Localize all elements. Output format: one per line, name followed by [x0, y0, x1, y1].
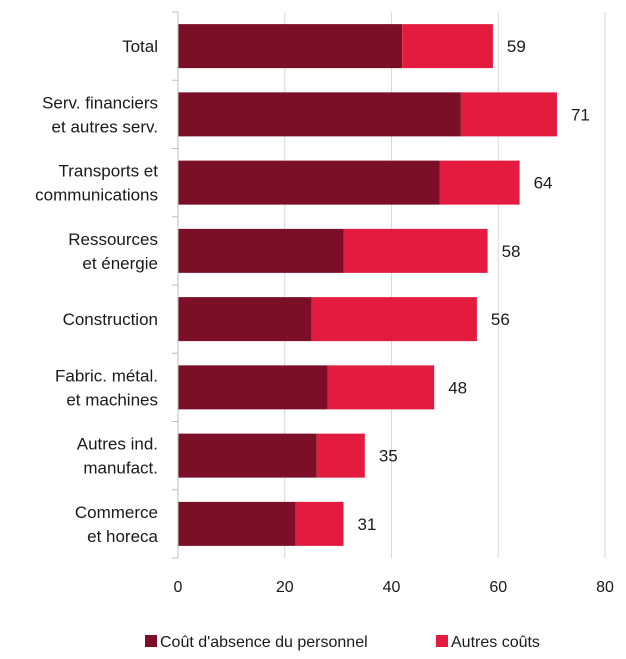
category-label-5-0: Fabric. métal. [55, 366, 158, 385]
category-label-2-1: communications [35, 186, 158, 205]
bars [178, 24, 557, 546]
x-tick-label-80: 80 [596, 579, 614, 596]
legend-swatch-1 [436, 635, 448, 647]
x-tick-label-0: 0 [174, 579, 183, 596]
bar-autres-3 [343, 228, 488, 273]
category-labels: Total Serv. financiers et autres serv. Tran… [35, 37, 158, 546]
bar-absence-1 [178, 92, 461, 137]
bar-absence-0 [178, 24, 403, 69]
bar-autres-6 [316, 433, 365, 478]
x-tick-label-40: 40 [383, 579, 401, 596]
total-label-1: 71 [571, 105, 590, 124]
bar-autres-1 [460, 92, 557, 137]
legend: Coût d'absence du personnel Autres coûts [145, 634, 540, 651]
category-label-4-0: Construction [63, 310, 158, 329]
y-axis [172, 11, 179, 559]
category-label-3-0: Ressources [68, 230, 158, 249]
bar-absence-2 [178, 160, 440, 205]
bar-autres-2 [439, 160, 520, 205]
legend-swatch-0 [145, 635, 157, 647]
total-label-4: 56 [491, 310, 510, 329]
category-label-6-0: Autres ind. [77, 435, 158, 454]
bar-autres-7 [295, 501, 344, 546]
bar-absence-3 [178, 228, 344, 273]
category-label-7-0: Commerce [75, 503, 158, 522]
bar-absence-4 [178, 297, 312, 342]
bar-absence-6 [178, 433, 317, 478]
category-label-0-0: Total [122, 37, 158, 56]
category-label-5-1: et machines [66, 390, 158, 409]
category-label-3-1: et énergie [82, 254, 158, 273]
x-tick-label-60: 60 [489, 579, 507, 596]
legend-label-0: Coût d'absence du personnel [160, 634, 368, 651]
bar-autres-0 [402, 24, 493, 69]
bar-absence-7 [178, 501, 296, 546]
bar-absence-5 [178, 365, 328, 410]
total-label-7: 31 [357, 515, 376, 534]
legend-label-1: Autres coûts [451, 634, 540, 651]
bar-autres-4 [311, 297, 477, 342]
x-tick-label-20: 20 [276, 579, 294, 596]
category-label-1-0: Serv. financiers [42, 93, 158, 112]
x-tick-labels: 0 20 40 60 80 [174, 579, 614, 596]
total-labels: 59 71 64 58 56 48 35 31 [357, 37, 589, 534]
total-label-6: 35 [379, 447, 398, 466]
total-label-2: 64 [534, 174, 553, 193]
category-label-6-1: manufact. [83, 459, 158, 478]
bar-autres-5 [327, 365, 435, 410]
total-label-3: 58 [502, 242, 521, 261]
category-label-2-0: Transports et [58, 162, 158, 181]
category-label-7-1: et horeca [87, 527, 158, 546]
total-label-0: 59 [507, 37, 526, 56]
total-label-5: 48 [448, 378, 467, 397]
category-label-1-1: et autres serv. [52, 117, 158, 136]
